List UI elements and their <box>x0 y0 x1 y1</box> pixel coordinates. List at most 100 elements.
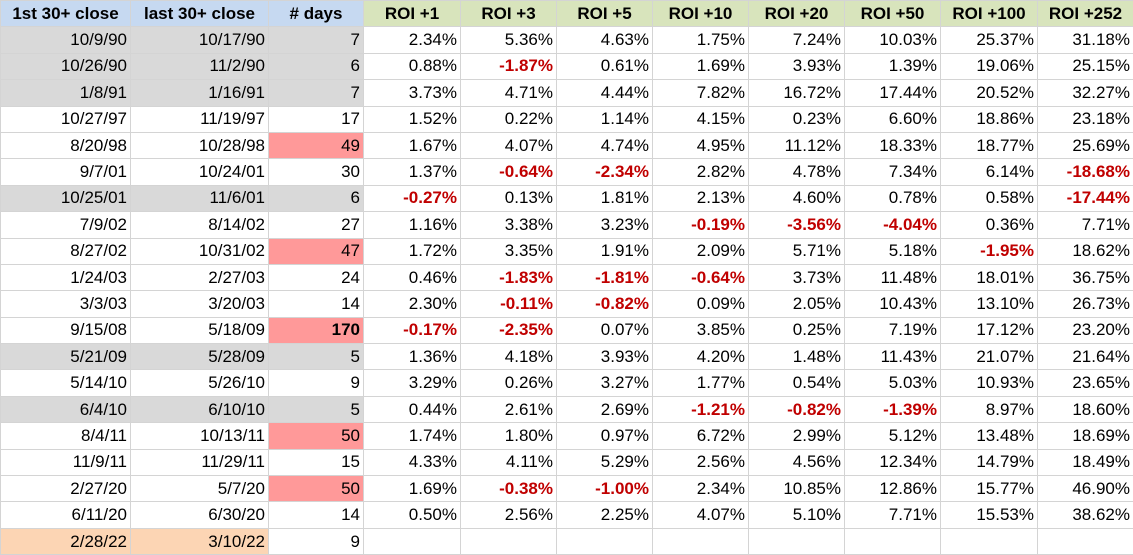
first-close-cell[interactable]: 1/24/03 <box>1 264 131 290</box>
roi-1-cell[interactable]: 0.46% <box>364 264 461 290</box>
roi-5-cell[interactable]: -2.34% <box>557 159 653 185</box>
roi-3-cell[interactable]: 4.71% <box>461 80 557 106</box>
roi-100-cell[interactable]: 0.58% <box>941 185 1038 211</box>
roi-10-cell[interactable]: 2.82% <box>653 159 749 185</box>
roi-100-cell[interactable]: 17.12% <box>941 317 1038 343</box>
header-roi-3[interactable]: ROI +3 <box>461 1 557 27</box>
header-days[interactable]: # days <box>269 1 364 27</box>
roi-100-cell[interactable]: 8.97% <box>941 396 1038 422</box>
roi-5-cell[interactable]: 2.69% <box>557 396 653 422</box>
roi-252-cell[interactable]: 18.69% <box>1038 423 1133 449</box>
last-close-cell[interactable]: 3/20/03 <box>131 291 269 317</box>
roi-252-cell[interactable]: -17.44% <box>1038 185 1133 211</box>
roi-1-cell[interactable]: 4.33% <box>364 449 461 475</box>
roi-50-cell[interactable]: 11.48% <box>845 264 941 290</box>
roi-100-cell[interactable]: 15.77% <box>941 476 1038 502</box>
roi-3-cell[interactable] <box>461 528 557 554</box>
roi-1-cell[interactable]: -0.17% <box>364 317 461 343</box>
roi-3-cell[interactable]: 3.38% <box>461 212 557 238</box>
header-roi-100[interactable]: ROI +100 <box>941 1 1038 27</box>
roi-5-cell[interactable] <box>557 528 653 554</box>
first-close-cell[interactable]: 9/7/01 <box>1 159 131 185</box>
roi-20-cell[interactable]: 4.78% <box>749 159 845 185</box>
roi-1-cell[interactable]: -0.27% <box>364 185 461 211</box>
roi-3-cell[interactable]: 4.18% <box>461 344 557 370</box>
roi-5-cell[interactable]: -1.81% <box>557 264 653 290</box>
roi-50-cell[interactable]: 10.03% <box>845 27 941 53</box>
roi-3-cell[interactable]: -1.87% <box>461 53 557 79</box>
roi-20-cell[interactable]: 5.10% <box>749 502 845 528</box>
roi-20-cell[interactable]: 0.23% <box>749 106 845 132</box>
roi-3-cell[interactable]: -2.35% <box>461 317 557 343</box>
roi-5-cell[interactable]: 4.63% <box>557 27 653 53</box>
roi-3-cell[interactable]: 3.35% <box>461 238 557 264</box>
days-cell[interactable]: 47 <box>269 238 364 264</box>
roi-1-cell[interactable]: 3.73% <box>364 80 461 106</box>
days-cell[interactable]: 50 <box>269 423 364 449</box>
roi-3-cell[interactable]: 0.13% <box>461 185 557 211</box>
roi-5-cell[interactable]: 0.61% <box>557 53 653 79</box>
roi-3-cell[interactable]: -0.38% <box>461 476 557 502</box>
roi-1-cell[interactable]: 1.72% <box>364 238 461 264</box>
header-last-close[interactable]: last 30+ close <box>131 1 269 27</box>
roi-252-cell[interactable]: 23.18% <box>1038 106 1133 132</box>
first-close-cell[interactable]: 1/8/91 <box>1 80 131 106</box>
roi-3-cell[interactable]: 2.61% <box>461 396 557 422</box>
roi-100-cell[interactable]: 15.53% <box>941 502 1038 528</box>
roi-3-cell[interactable]: -1.83% <box>461 264 557 290</box>
roi-5-cell[interactable]: 1.14% <box>557 106 653 132</box>
roi-50-cell[interactable]: 5.03% <box>845 370 941 396</box>
roi-252-cell[interactable]: 36.75% <box>1038 264 1133 290</box>
roi-1-cell[interactable]: 1.37% <box>364 159 461 185</box>
roi-5-cell[interactable]: 3.93% <box>557 344 653 370</box>
roi-3-cell[interactable]: -0.64% <box>461 159 557 185</box>
roi-100-cell[interactable]: -1.95% <box>941 238 1038 264</box>
first-close-cell[interactable]: 8/20/98 <box>1 132 131 158</box>
days-cell[interactable]: 17 <box>269 106 364 132</box>
roi-252-cell[interactable]: 25.69% <box>1038 132 1133 158</box>
days-cell[interactable]: 5 <box>269 396 364 422</box>
last-close-cell[interactable]: 11/29/11 <box>131 449 269 475</box>
days-cell[interactable]: 49 <box>269 132 364 158</box>
roi-20-cell[interactable]: -0.82% <box>749 396 845 422</box>
days-cell[interactable]: 50 <box>269 476 364 502</box>
first-close-cell[interactable]: 10/26/90 <box>1 53 131 79</box>
last-close-cell[interactable]: 10/28/98 <box>131 132 269 158</box>
roi-100-cell[interactable]: 0.36% <box>941 212 1038 238</box>
first-close-cell[interactable]: 3/3/03 <box>1 291 131 317</box>
roi-252-cell[interactable]: 38.62% <box>1038 502 1133 528</box>
roi-10-cell[interactable]: 2.13% <box>653 185 749 211</box>
roi-100-cell[interactable]: 18.86% <box>941 106 1038 132</box>
days-cell[interactable]: 7 <box>269 27 364 53</box>
roi-50-cell[interactable]: 7.34% <box>845 159 941 185</box>
header-roi-5[interactable]: ROI +5 <box>557 1 653 27</box>
roi-10-cell[interactable]: 2.56% <box>653 449 749 475</box>
roi-1-cell[interactable] <box>364 528 461 554</box>
last-close-cell[interactable]: 11/6/01 <box>131 185 269 211</box>
roi-1-cell[interactable]: 1.16% <box>364 212 461 238</box>
roi-5-cell[interactable]: 0.97% <box>557 423 653 449</box>
roi-50-cell[interactable] <box>845 528 941 554</box>
first-close-cell[interactable]: 10/27/97 <box>1 106 131 132</box>
days-cell[interactable]: 9 <box>269 370 364 396</box>
roi-100-cell[interactable]: 14.79% <box>941 449 1038 475</box>
roi-252-cell[interactable]: 25.15% <box>1038 53 1133 79</box>
roi-10-cell[interactable]: 2.09% <box>653 238 749 264</box>
roi-5-cell[interactable]: 1.81% <box>557 185 653 211</box>
roi-5-cell[interactable]: 0.07% <box>557 317 653 343</box>
roi-50-cell[interactable]: 6.60% <box>845 106 941 132</box>
roi-50-cell[interactable]: 10.43% <box>845 291 941 317</box>
roi-3-cell[interactable]: 4.07% <box>461 132 557 158</box>
last-close-cell[interactable]: 5/7/20 <box>131 476 269 502</box>
roi-20-cell[interactable]: 4.56% <box>749 449 845 475</box>
roi-252-cell[interactable]: 21.64% <box>1038 344 1133 370</box>
roi-10-cell[interactable]: 1.77% <box>653 370 749 396</box>
roi-5-cell[interactable]: 1.91% <box>557 238 653 264</box>
roi-100-cell[interactable]: 18.01% <box>941 264 1038 290</box>
roi-5-cell[interactable]: 4.44% <box>557 80 653 106</box>
roi-20-cell[interactable]: 11.12% <box>749 132 845 158</box>
roi-3-cell[interactable]: 0.26% <box>461 370 557 396</box>
first-close-cell[interactable]: 6/4/10 <box>1 396 131 422</box>
roi-20-cell[interactable]: 0.25% <box>749 317 845 343</box>
first-close-cell[interactable]: 6/11/20 <box>1 502 131 528</box>
